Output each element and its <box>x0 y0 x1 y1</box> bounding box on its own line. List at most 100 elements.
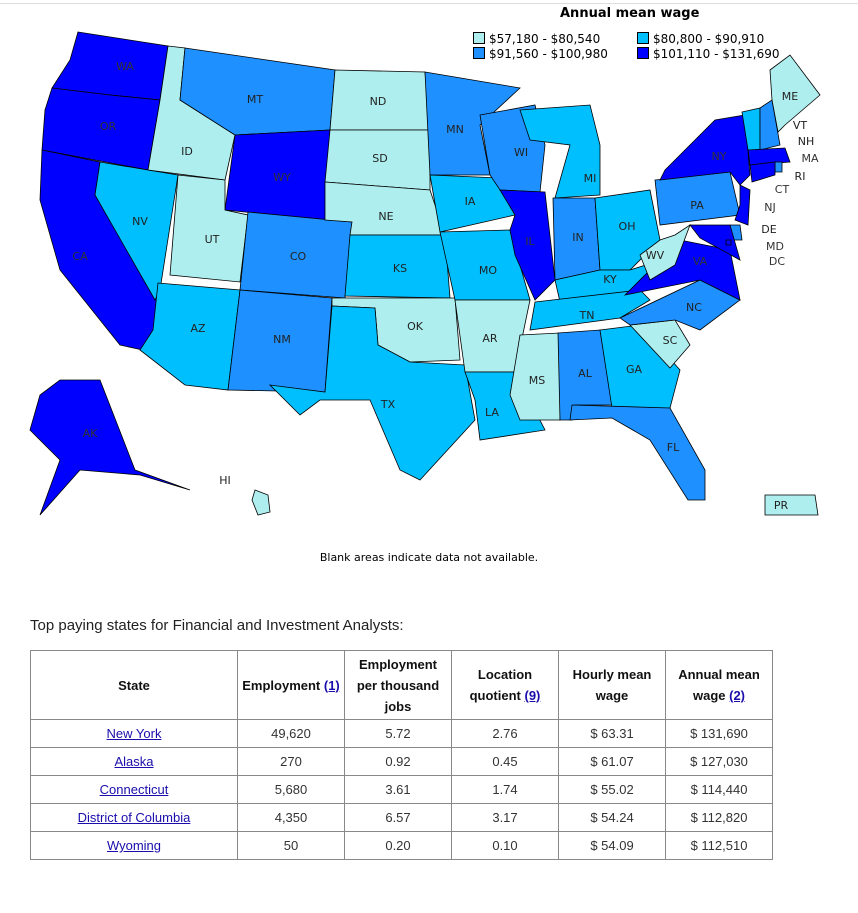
col-employment: Employment (1) <box>237 650 345 720</box>
state-label-pa: PA <box>690 199 704 212</box>
col-employment-per-thousand: Employment per thousand jobs <box>344 650 452 720</box>
state-label-wa: WA <box>116 60 134 73</box>
table-cell: 0.92 <box>344 747 452 776</box>
table-cell: $ 55.02 <box>558 775 666 804</box>
state-ak[interactable] <box>29 379 191 516</box>
table-cell: New York <box>30 719 238 748</box>
table-cell: 5,680 <box>237 775 345 804</box>
table-cell: 50 <box>237 831 345 860</box>
table-cell: 270 <box>237 747 345 776</box>
table-row: Connecticut 5,680 3.61 1.74 $ 55.02 $ 114,440 <box>30 775 773 804</box>
footnote-link-2[interactable]: (2) <box>729 688 746 703</box>
state-nh[interactable] <box>759 99 781 151</box>
state-label-ok: OK <box>407 320 424 333</box>
footnote-link-1[interactable]: (1) <box>323 677 340 693</box>
legend-swatch <box>473 32 485 44</box>
state-label-ia: IA <box>465 195 476 208</box>
state-link[interactable]: District of Columbia <box>77 810 191 825</box>
state-label-al: AL <box>578 367 593 380</box>
table-cell: Wyoming <box>30 831 238 860</box>
table-cell: 3.17 <box>451 803 559 832</box>
table-cell: 6.57 <box>344 803 452 832</box>
state-ri[interactable] <box>774 161 783 173</box>
table-cell: $ 54.09 <box>558 831 666 860</box>
table-cell: 0.20 <box>344 831 452 860</box>
state-label-ca: CA <box>72 250 88 263</box>
state-label-mo: MO <box>479 264 497 277</box>
state-label-hi: HI <box>219 474 231 487</box>
table-cell: $ 114,440 <box>665 775 773 804</box>
state-link[interactable]: Connecticut <box>99 782 169 797</box>
state-ct[interactable] <box>749 161 776 183</box>
state-label-oh: OH <box>619 220 636 233</box>
state-label-dc: DC <box>769 255 785 268</box>
state-label-wy: WY <box>273 171 291 184</box>
state-pr[interactable] <box>764 494 819 516</box>
state-label-sd: SD <box>372 152 387 165</box>
top-paying-states-table: State Employment (1) Employment per thou… <box>30 650 773 860</box>
table-cell: $ 54.24 <box>558 803 666 832</box>
legend: $57,180 - $80,540 $80,800 - $90,910 $91,… <box>473 32 797 62</box>
state-label-de: DE <box>761 223 776 236</box>
legend-swatch <box>637 32 649 44</box>
state-mi[interactable] <box>519 104 601 199</box>
table-cell: Alaska <box>30 747 238 776</box>
state-link[interactable]: Wyoming <box>106 838 162 853</box>
state-dc[interactable] <box>725 239 732 246</box>
col-annual-wage: Annual mean wage (2) <box>665 650 773 720</box>
state-mn[interactable] <box>424 71 521 176</box>
state-label-il: IL <box>525 235 535 248</box>
legend-item: $57,180 - $80,540 <box>473 32 637 47</box>
col-state: State <box>30 650 238 720</box>
state-label-mt: MT <box>247 93 263 106</box>
state-md[interactable] <box>689 224 741 261</box>
state-tn[interactable] <box>529 289 651 331</box>
state-fl[interactable] <box>569 404 706 501</box>
state-ms[interactable] <box>509 332 561 421</box>
table-cell: $ 63.31 <box>558 719 666 748</box>
legend-item: $101,110 - $131,690 <box>637 47 797 62</box>
state-la[interactable] <box>464 371 546 441</box>
state-label-tn: TN <box>579 309 595 322</box>
table-cell: 2.76 <box>451 719 559 748</box>
state-label-nm: NM <box>273 333 291 346</box>
state-label-nh: NH <box>798 135 815 148</box>
state-label-mi: MI <box>584 172 597 185</box>
state-tx[interactable] <box>268 305 476 481</box>
table-cell: $ 127,030 <box>665 747 773 776</box>
state-label-ms: MS <box>529 374 545 387</box>
state-label-nj: NJ <box>764 201 775 214</box>
state-link[interactable]: Alaska <box>114 754 154 769</box>
state-link[interactable]: New York <box>106 726 162 741</box>
state-label-vt: VT <box>793 119 808 132</box>
state-label-az: AZ <box>190 322 206 335</box>
table-cell: 49,620 <box>237 719 345 748</box>
state-il[interactable] <box>499 189 556 301</box>
table-cell: $ 112,820 <box>665 803 773 832</box>
table-row: Alaska 270 0.92 0.45 $ 61.07 $ 127,030 <box>30 747 773 776</box>
state-me[interactable] <box>769 54 821 133</box>
state-ma[interactable] <box>747 147 791 166</box>
footnote-link-9[interactable]: (9) <box>524 688 541 703</box>
table-cell: 3.61 <box>344 775 452 804</box>
state-label-or: OR <box>100 120 117 133</box>
table-row: Wyoming 50 0.20 0.10 $ 54.09 $ 112,510 <box>30 831 773 860</box>
state-label-wv: WV <box>646 249 665 262</box>
state-label-tx: TX <box>380 398 396 411</box>
map-note: Blank areas indicate data not available. <box>319 551 539 564</box>
col-location-quotient: Location quotient (9) <box>451 650 559 720</box>
state-hi[interactable] <box>251 489 271 516</box>
state-label-nv: NV <box>132 215 148 228</box>
state-label-id: ID <box>181 145 193 158</box>
table-cell: $ 112,510 <box>665 831 773 860</box>
state-label-md: MD <box>766 240 784 253</box>
state-label-ky: KY <box>603 273 617 286</box>
table-cell: 4,350 <box>237 803 345 832</box>
state-ny[interactable] <box>659 114 751 186</box>
state-label-ma: MA <box>801 152 818 165</box>
state-label-in: IN <box>572 231 583 244</box>
state-label-me: ME <box>782 90 798 103</box>
table-cell: 0.10 <box>451 831 559 860</box>
table-cell: 1.74 <box>451 775 559 804</box>
state-nj[interactable] <box>734 184 751 226</box>
